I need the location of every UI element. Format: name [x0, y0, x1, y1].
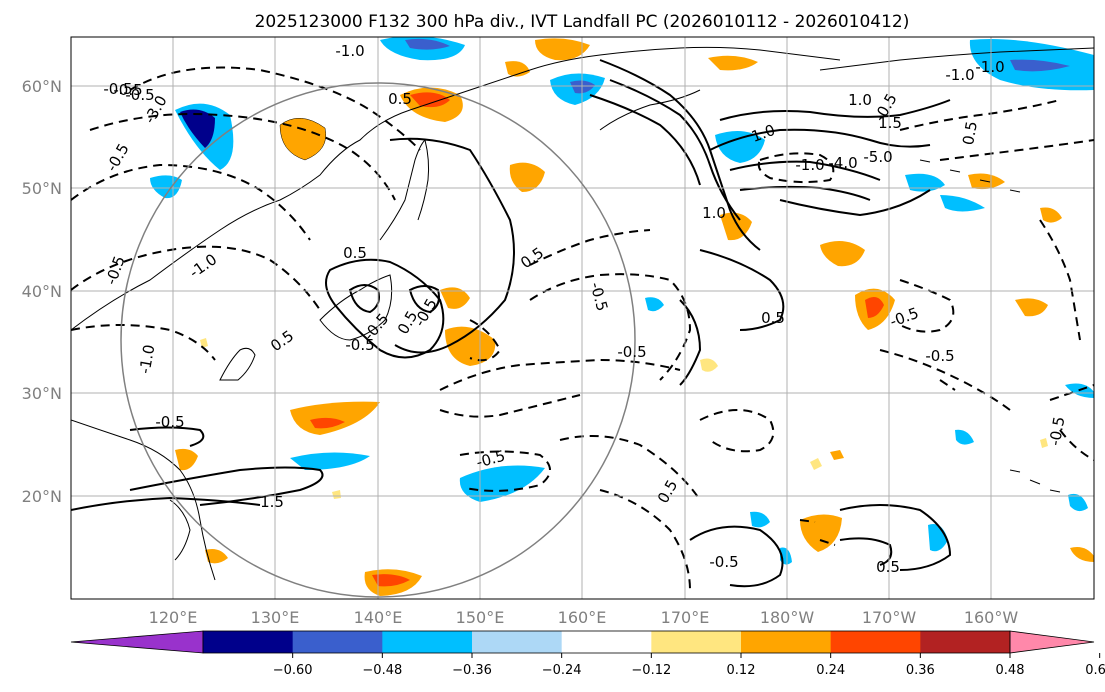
lat-label: 30°N [22, 384, 62, 403]
lat-label: 60°N [22, 77, 62, 96]
contour-label: -0.5 [925, 347, 954, 365]
contour-label: 1.5 [260, 493, 284, 511]
colorbar-segment [561, 631, 652, 653]
colorbar-extend-low [70, 630, 204, 654]
colorbar-tick-label: 0.24 [816, 663, 845, 678]
contour-label: 0.5 [876, 558, 900, 576]
colorbar-tick-label: 0.48 [996, 663, 1025, 678]
colorbar-segment [382, 631, 473, 653]
lon-label: 170°E [661, 608, 710, 627]
figure-title: 2025123000 F132 300 hPa div., IVT Landfa… [255, 12, 910, 32]
gridlines [71, 37, 1094, 599]
colorbar-extend-high [1009, 630, 1095, 654]
contour-label: -0.5 [113, 81, 142, 99]
contour-label: -1.0 [335, 42, 364, 60]
contour-label: 0.5 [343, 244, 367, 262]
contour-label: -1.0 [945, 66, 974, 84]
colorbar-tick-label: −0.36 [452, 663, 492, 678]
colorbar-segment [292, 631, 383, 653]
lat-label: 50°N [22, 179, 62, 198]
map-panel: -1.0-0.5-3.0 0.5-0.5-1.0 0.50.5-0.5-1.0-0.… [70, 36, 1095, 600]
contour-label: -1.0 [136, 343, 159, 375]
colorbar-tick-label: −0.60 [273, 663, 313, 678]
contour-label: -0.5 [125, 86, 154, 104]
contour-labels: -1.0-0.5-3.0 0.5-0.5-1.0 0.50.5-0.5-1.0-0.… [102, 42, 1069, 576]
lat-axis-labels: 60°N 50°N 40°N 30°N 20°N [22, 77, 62, 506]
contour-label: -0.5 [617, 343, 646, 361]
colorbar-tick-label: −0.12 [631, 663, 671, 678]
lon-axis-labels: 120°E 130°E 140°E 150°E 160°E 170°E 180°… [149, 608, 1019, 627]
lon-label: 160°W [964, 608, 1019, 627]
contour-label: 1.0 [848, 91, 872, 109]
contour-label: 0.5 [388, 90, 412, 108]
colorbar-segment [651, 631, 742, 653]
colorbar-tick-label: −0.48 [362, 663, 402, 678]
lat-label: 20°N [22, 487, 62, 506]
lat-label: 40°N [22, 282, 62, 301]
lon-label: 160°E [558, 608, 607, 627]
colorbar-segment [920, 631, 1011, 653]
colorbar-outline [202, 630, 1011, 654]
contour-label: 0.5 [959, 120, 981, 147]
colorbar-tick-label: 0.60 [1085, 663, 1105, 678]
colorbar-segment [830, 631, 921, 653]
colorbar-segment [741, 631, 832, 653]
lon-label: 150°E [456, 608, 505, 627]
colorbar-tick-label: −0.24 [542, 663, 582, 678]
lon-label: 120°E [149, 608, 198, 627]
colorbar-segment [472, 631, 563, 653]
contour-label: -5.0 [863, 148, 892, 166]
contour-label: -1.0 [975, 58, 1004, 76]
contour-label: -0.5 [709, 553, 738, 571]
contour-label: 0.5 [761, 309, 785, 327]
coastlines [71, 46, 1094, 581]
colorbar-tick-label: 0.36 [906, 663, 935, 678]
contour-label: 1.5 [878, 114, 902, 132]
contour-label: -4.0 [828, 154, 857, 172]
contour-label: -1.0 [795, 156, 824, 174]
lon-label: 170°W [862, 608, 917, 627]
lon-label: 140°E [354, 608, 403, 627]
lon-label: 130°E [251, 608, 300, 627]
divergence-shading [150, 37, 1094, 596]
contour-label: 1.0 [702, 204, 726, 222]
colorbar-segment [203, 631, 294, 653]
contour-label: -0.5 [155, 413, 184, 431]
colorbar: −0.60 −0.48 −0.36 −0.24 −0.12 0.12 0.24 0.36 0.4… [70, 630, 1105, 678]
region-circle [120, 82, 636, 598]
lon-label: 180°W [760, 608, 815, 627]
colorbar-tick-label: 0.12 [727, 663, 756, 678]
map-frame [70, 36, 1095, 600]
contour-label: -0.5 [1046, 415, 1069, 447]
contour-label: -0.5 [103, 80, 132, 98]
contour-label: -0.5 [345, 336, 374, 354]
